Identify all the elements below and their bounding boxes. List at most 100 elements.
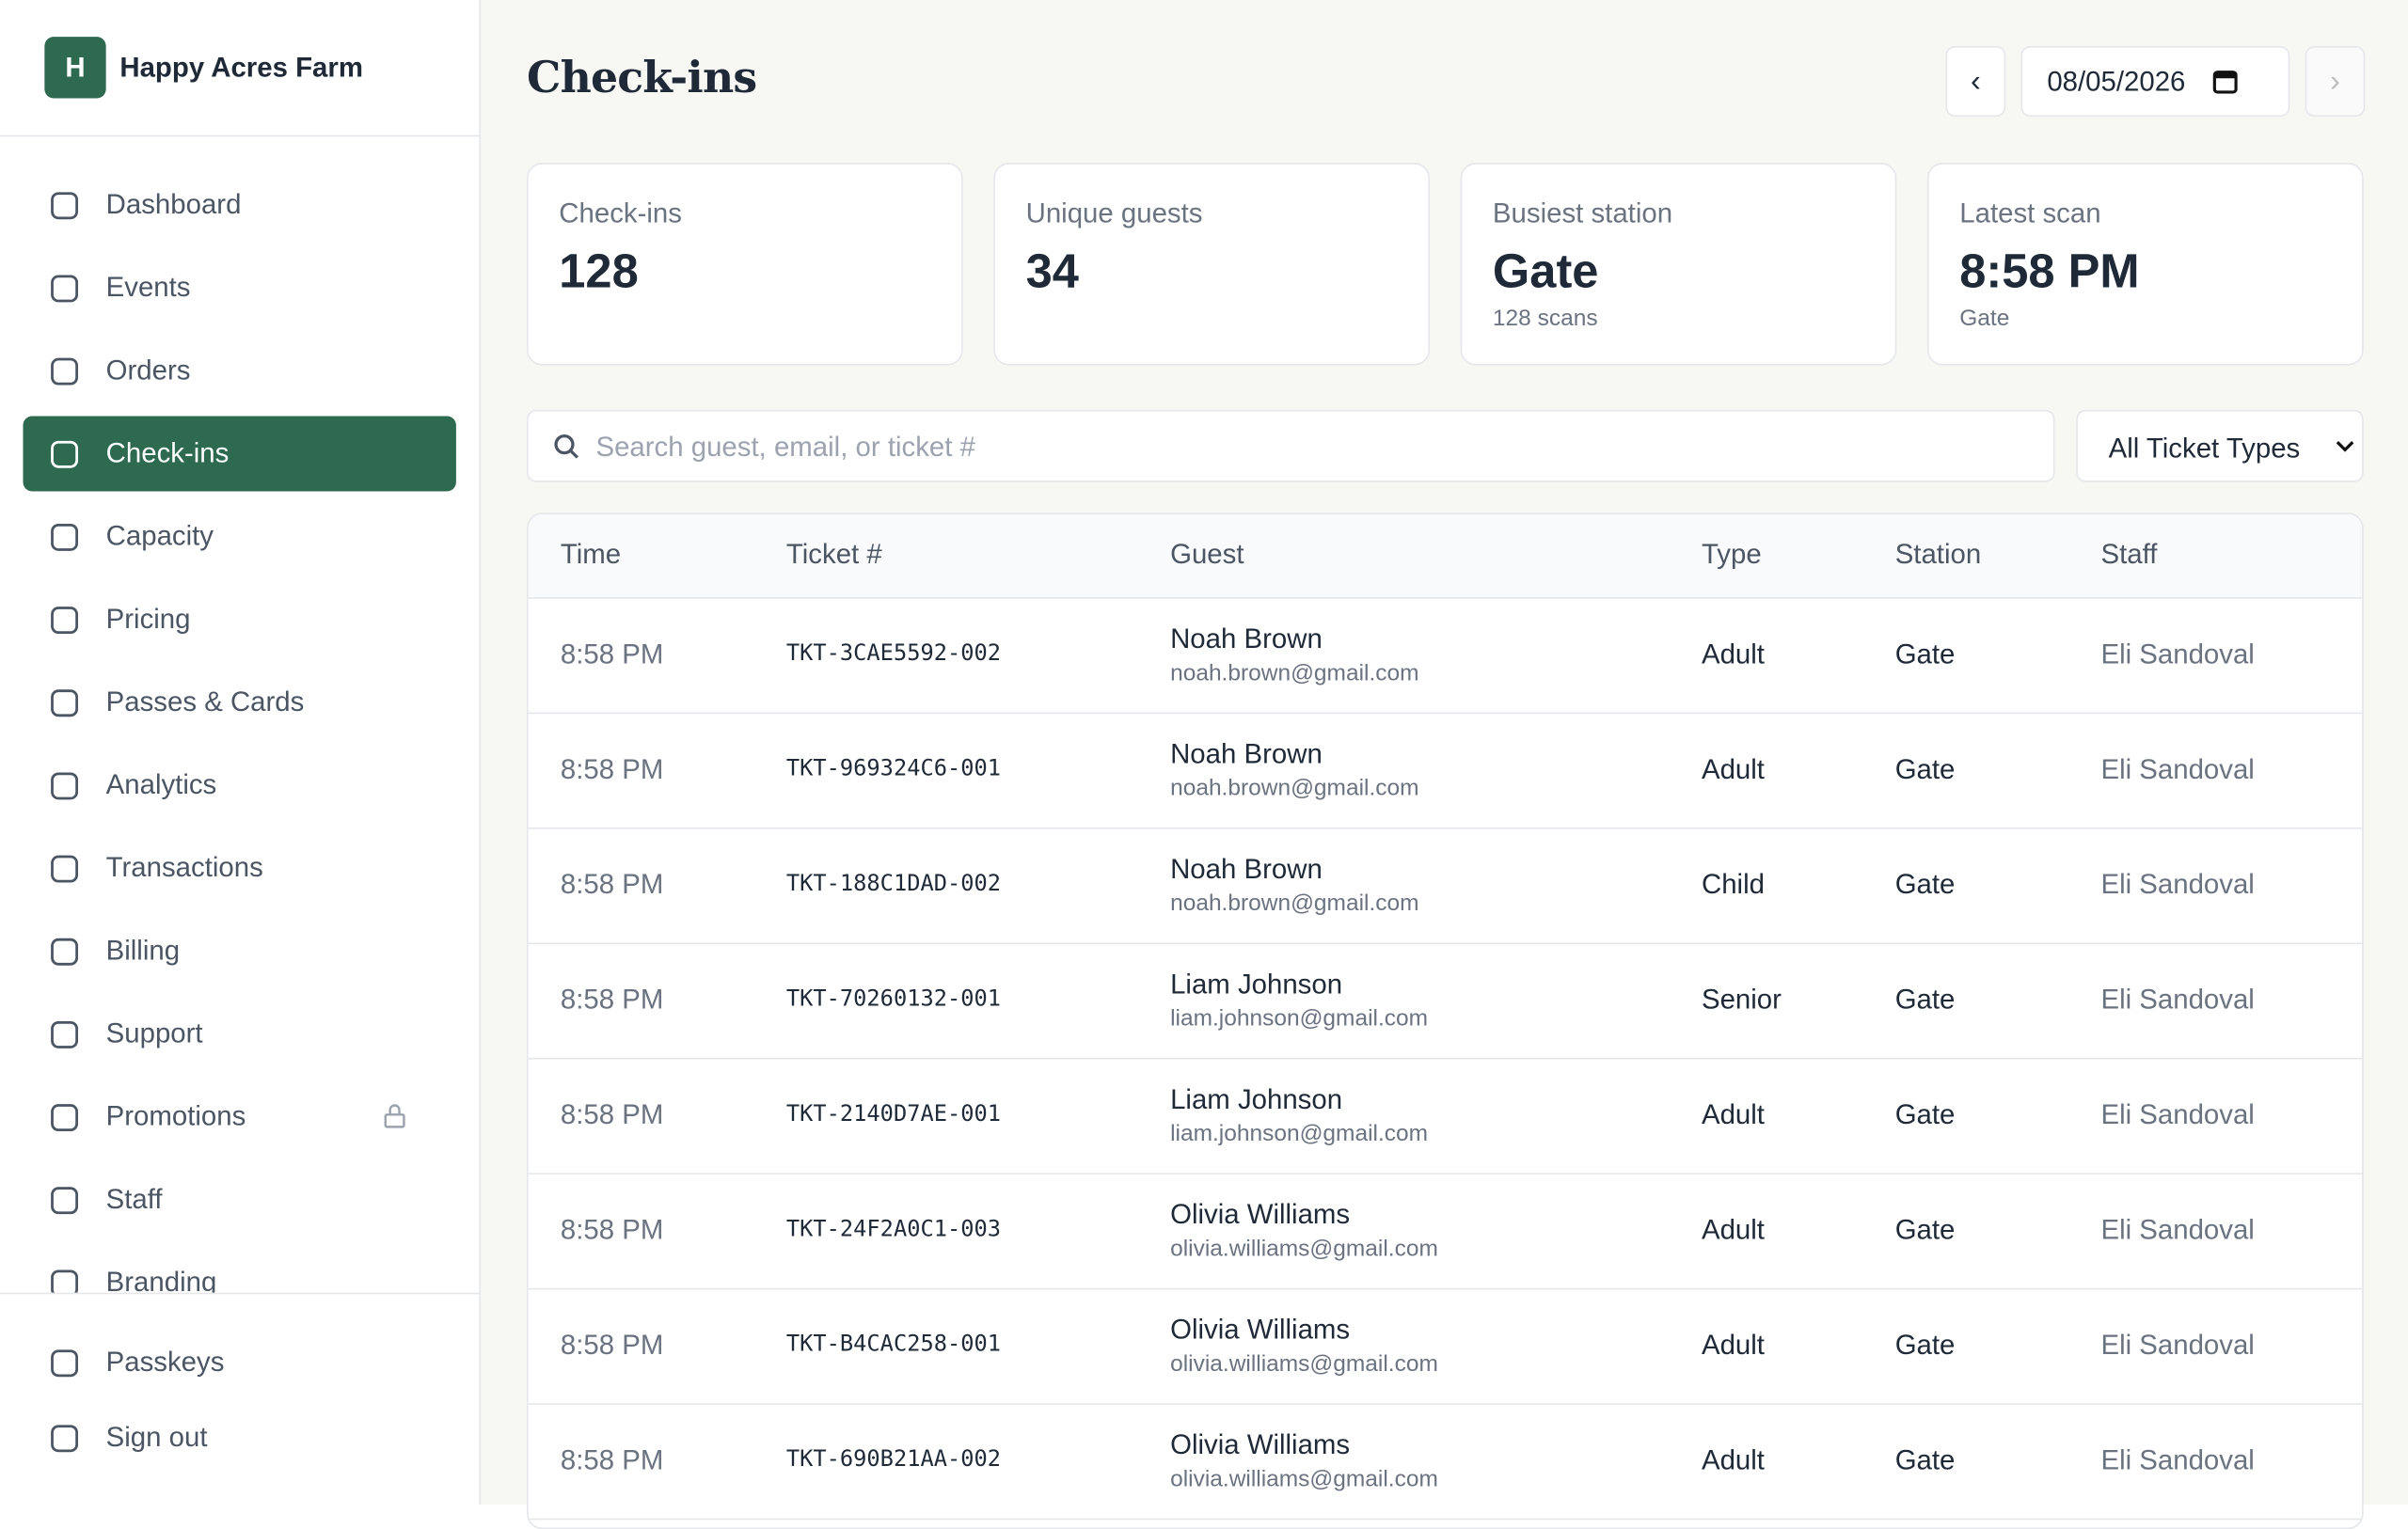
checkins-table: Time Ticket # Guest Type Station Staff 8:58 PM… <box>526 512 2364 1529</box>
stat-card: Latest scan 8:58 PM Gate <box>1926 163 2364 366</box>
stat-card: Check-ins 128 <box>526 163 963 366</box>
nav-label: Check-ins <box>105 437 230 468</box>
prev-day[interactable]: ‹ <box>1945 45 2006 118</box>
stat-card: Unique guests 34 <box>993 163 1430 366</box>
brand: H Happy Acres Farm <box>0 0 480 137</box>
nav-item[interactable]: Staff <box>23 1162 455 1237</box>
guest-email: noah.brown@gmail.com <box>1170 775 1419 802</box>
nav-icon <box>51 356 79 385</box>
stat-sub: 128 scans <box>1492 305 1598 332</box>
brand-name: Happy Acres Farm <box>119 52 363 84</box>
nav-label: Promotions <box>105 1100 246 1132</box>
nav-item[interactable]: Sign out <box>23 1400 455 1475</box>
nav-item[interactable]: Passkeys <box>23 1325 455 1400</box>
staff: Eli Sandoval <box>2100 1098 2255 1130</box>
ticket-number: TKT-B4CAC258-001 <box>785 1332 1001 1358</box>
nav-item[interactable]: Support <box>23 997 455 1072</box>
date-picker[interactable]: 08/05/2026 <box>2020 45 2290 118</box>
nav-icon <box>51 1103 79 1131</box>
nav-label: Passkeys <box>105 1346 225 1378</box>
guest-name: Liam Johnson <box>1170 1083 1343 1115</box>
guest-email: liam.johnson@gmail.com <box>1170 1120 1429 1147</box>
nav-icon <box>51 688 79 717</box>
nav-item[interactable]: Check-ins <box>23 416 456 492</box>
page-title: Check-ins <box>526 52 757 103</box>
nav-item[interactable]: Branding <box>23 1245 455 1293</box>
date-value: 08/05/2026 <box>2047 65 2186 97</box>
nav-icon <box>51 854 79 882</box>
time: 8:58 PM <box>560 984 664 1016</box>
nav-label: Billing <box>105 935 181 966</box>
nav-item[interactable]: Pricing <box>23 582 455 657</box>
stat-sub: Gate <box>1959 305 2010 332</box>
nav-label: Capacity <box>105 520 214 552</box>
table-row[interactable] <box>528 714 2363 829</box>
station: Gate <box>1894 984 1956 1016</box>
nav-label: Support <box>105 1017 203 1049</box>
ticket-type: Adult <box>1701 1214 1765 1246</box>
ticket-number: TKT-3CAE5592-002 <box>785 641 1001 667</box>
nav-item[interactable]: Promotions <box>23 1080 455 1155</box>
nav-icon <box>51 1424 79 1452</box>
table-row[interactable] <box>528 1060 2363 1174</box>
next-day[interactable]: › <box>2305 45 2366 118</box>
nav-item[interactable]: Capacity <box>23 499 455 575</box>
table-row[interactable] <box>528 829 2363 945</box>
nav-label: Passes & Cards <box>105 686 305 717</box>
guest-name: Olivia Williams <box>1170 1314 1351 1346</box>
nav-icon <box>51 1269 79 1293</box>
nav-item[interactable]: Transactions <box>23 830 455 906</box>
time: 8:58 PM <box>560 1098 664 1130</box>
ticket-number: TKT-969324C6-001 <box>785 756 1001 782</box>
guest-name: Olivia Williams <box>1170 1428 1351 1460</box>
stat-label: Unique guests <box>1025 197 1203 229</box>
station: Gate <box>1894 1214 1956 1246</box>
nav-icon <box>51 439 79 467</box>
time: 8:58 PM <box>560 869 664 900</box>
staff: Eli Sandoval <box>2100 1329 2255 1361</box>
table-row[interactable] <box>528 1174 2363 1290</box>
brand-logo: H <box>44 37 106 99</box>
stat-label: Busiest station <box>1492 197 1673 229</box>
station: Gate <box>1894 1444 1956 1475</box>
table-row[interactable] <box>528 1289 2363 1405</box>
ticket-number: TKT-24F2A0C1-003 <box>785 1217 1001 1242</box>
column-header: Station <box>1894 539 1982 570</box>
column-header: Time <box>560 539 622 570</box>
station: Gate <box>1894 1098 1956 1130</box>
nav-item[interactable]: Billing <box>23 913 455 988</box>
nav-item[interactable]: Events <box>23 250 455 325</box>
station: Gate <box>1894 753 1956 785</box>
ticket-number: TKT-690B21AA-002 <box>785 1447 1001 1473</box>
search-box[interactable]: Search guest, email, or ticket # <box>526 409 2055 482</box>
nav-item[interactable]: Orders <box>23 333 455 408</box>
nav-label: Transactions <box>105 852 263 883</box>
nav-label: Branding <box>105 1266 217 1293</box>
time: 8:58 PM <box>560 1214 664 1246</box>
nav-item[interactable]: Analytics <box>23 748 455 823</box>
nav-item[interactable]: Dashboard <box>23 167 455 243</box>
search-icon <box>554 434 579 459</box>
ticket-type: Child <box>1701 869 1765 900</box>
lock-icon <box>384 1104 405 1128</box>
nav-icon <box>51 523 79 551</box>
column-header: Staff <box>2100 539 2158 570</box>
nav-item[interactable]: Passes & Cards <box>23 665 455 740</box>
nav-label: Pricing <box>105 603 191 635</box>
sidebar: H Happy Acres Farm Dashboard Events Orders… <box>0 0 482 1505</box>
guest-email: olivia.williams@gmail.com <box>1170 1466 1438 1492</box>
table-row[interactable] <box>528 944 2363 1060</box>
time: 8:58 PM <box>560 638 664 670</box>
nav-list: Dashboard Events Orders Check-ins Capacity Pr… <box>0 136 479 1293</box>
time: 8:58 PM <box>560 1329 664 1361</box>
calendar-icon <box>2212 71 2238 94</box>
staff: Eli Sandoval <box>2100 1214 2255 1246</box>
ticket-type-filter[interactable]: All Ticket Types <box>2076 409 2364 482</box>
table-header <box>528 513 2363 599</box>
table-row[interactable] <box>528 599 2363 715</box>
stat-value: 128 <box>559 244 639 298</box>
nav-icon <box>51 1186 79 1214</box>
guest-name: Noah Brown <box>1170 738 1323 769</box>
nav-label: Events <box>105 271 191 303</box>
